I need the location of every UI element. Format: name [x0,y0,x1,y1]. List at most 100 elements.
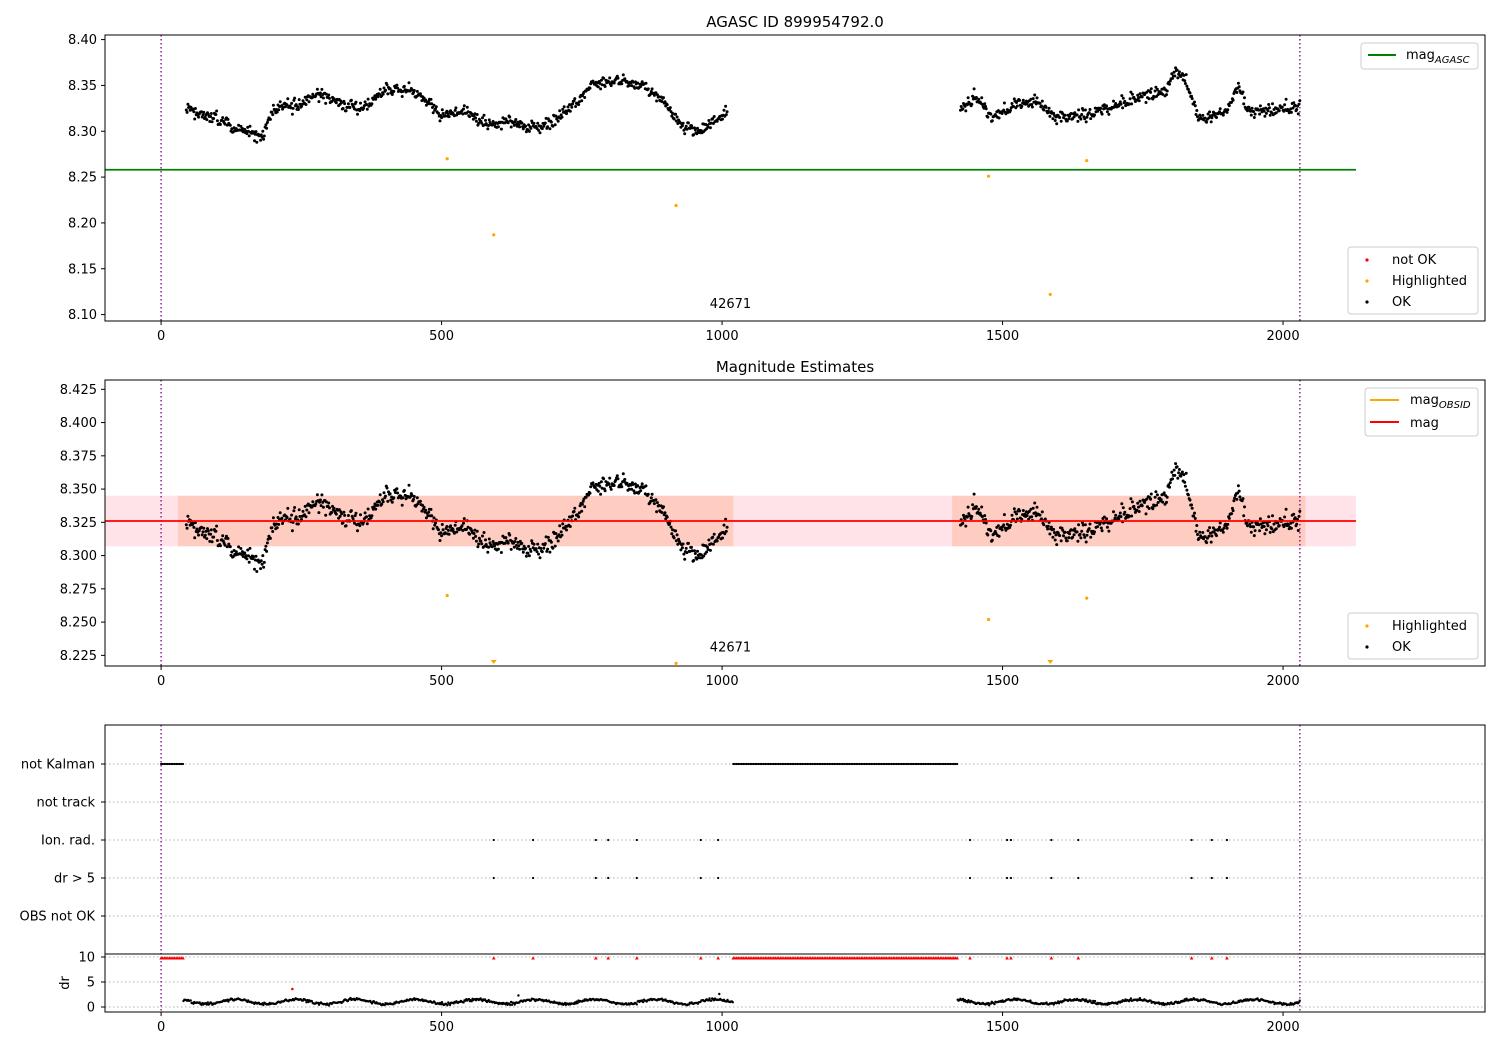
ok-point [1258,517,1262,521]
ok-point [591,481,595,485]
ok-point [1073,527,1077,531]
ok-point [1161,500,1165,504]
ok-point [1248,522,1252,526]
ok-point [292,509,296,513]
ok-point [422,505,426,509]
ok-point [619,482,623,486]
ok-point [395,83,399,87]
ok-point [1079,117,1083,121]
not-kalman-point [812,762,816,766]
ok-point [1289,526,1293,530]
ok-point [354,100,358,104]
ok-point [1102,515,1106,519]
ok-point [1056,531,1060,535]
ok-point [184,108,188,112]
legend-highlighted-swatch [1365,279,1369,283]
ok-point [683,557,687,561]
ok-point [655,510,659,514]
not-kalman-point [749,762,752,766]
panel1-annotation: 42671 [710,297,751,312]
ok-point [1040,104,1043,108]
dr-gt5-point [1009,876,1013,880]
ok-point [1031,506,1035,510]
ok-point [986,115,990,119]
not-kalman-point [880,762,883,766]
ok-point [1258,112,1262,116]
ok-point [1104,106,1108,110]
ok-point [473,528,477,532]
ok-point [1089,117,1093,121]
ok-point [431,106,434,109]
ok-point [1185,488,1189,492]
ok-point [1175,68,1179,72]
panel2-axes-frame [104,379,1486,667]
ok-point [1064,536,1068,540]
ok-point [400,95,404,98]
ok-point [1105,525,1109,529]
ok-point [1002,108,1006,112]
ok-point [671,528,674,532]
not-kalman-point [939,762,942,766]
ok-point [307,100,311,104]
dr-point [1093,999,1097,1003]
ok-point [603,489,607,493]
ok-point [959,105,963,108]
dr-point [509,1003,512,1007]
ok-point [1145,497,1149,501]
ok-point [599,492,603,496]
ok-point [1047,106,1051,110]
ok-point [1075,113,1079,117]
ok-point [970,515,974,518]
ok-point [549,120,553,124]
ok-point [1083,523,1087,527]
ok-point [239,124,243,128]
not-kalman-point [166,762,169,766]
not-kalman-point [952,762,955,766]
ok-point [966,96,970,100]
ok-point [1208,110,1212,114]
ok-point [580,509,584,513]
ok-point [365,522,369,526]
dr-point [718,992,721,996]
ok-point [184,523,188,527]
ok-point [630,84,634,88]
ok-point [712,115,716,118]
ok-point [984,521,988,525]
ok-point [558,524,562,528]
ok-point [1182,473,1186,477]
ok-point [657,95,661,99]
ok-point [663,100,667,104]
ok-point [1051,117,1055,121]
ok-point [584,495,588,499]
ok-point [380,502,384,506]
ok-point [977,507,981,511]
ok-point [1218,110,1221,114]
dr-point [641,1000,645,1004]
ok-point [1176,476,1180,480]
dr-point [1089,999,1092,1002]
highlighted-point [492,233,496,237]
ok-point [412,497,415,501]
flag-row-label: dr > 5 [54,872,95,887]
ok-point [1000,112,1004,115]
ok-point [366,97,370,101]
ok-point [974,96,978,99]
ok-point [1077,523,1081,527]
ok-point [1296,112,1300,116]
ok-point [378,493,382,497]
ok-point [432,103,436,107]
not-kalman-point [159,762,163,766]
not-kalman-point [824,762,827,766]
ok-point [644,81,648,85]
ok-point [692,559,696,562]
ok-point [508,533,512,537]
ok-point [1252,116,1256,119]
ok-point [609,487,613,491]
ok-point [1298,509,1302,513]
ok-point [504,536,508,540]
ok-point [246,548,250,552]
ok-point [706,125,710,129]
ok-point [551,546,555,550]
ok-point [554,532,558,535]
ok-point [412,89,416,92]
